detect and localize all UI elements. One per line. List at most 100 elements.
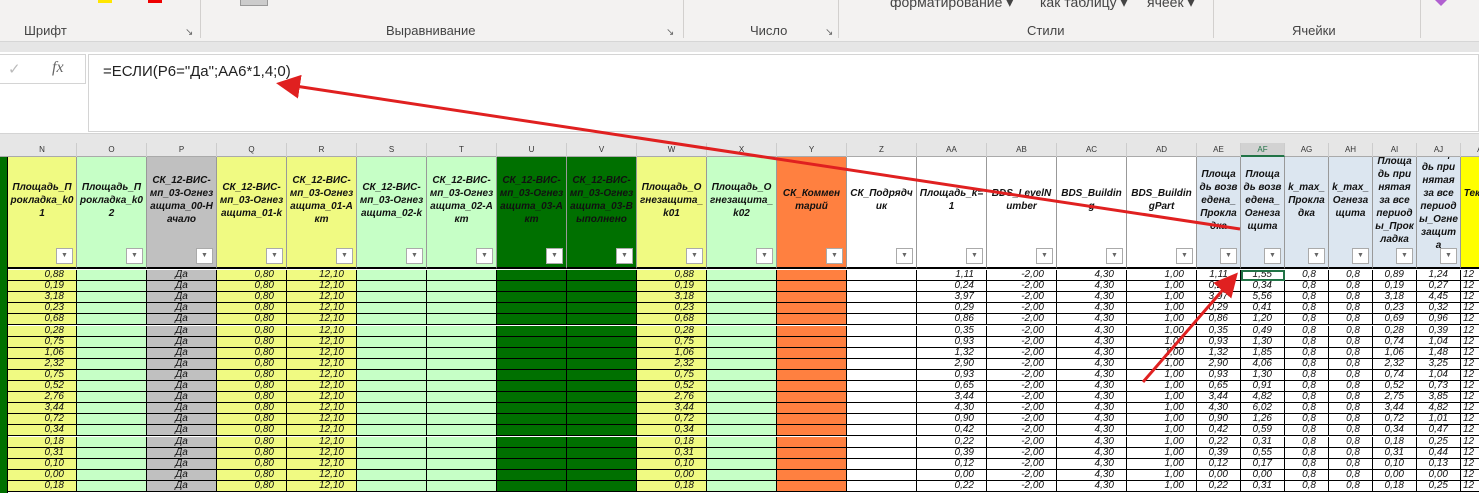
table-cell[interactable] <box>77 336 147 348</box>
table-cell[interactable]: 0,8 <box>1285 314 1329 326</box>
table-cell[interactable] <box>357 403 427 415</box>
table-cell[interactable]: -2,00 <box>987 292 1057 304</box>
table-cell[interactable]: Да <box>147 325 217 337</box>
column-m-edge[interactable] <box>0 157 8 493</box>
table-cell[interactable]: -2,00 <box>987 347 1057 359</box>
table-cell[interactable]: -2,00 <box>987 480 1057 492</box>
column-header-ad[interactable]: AD <box>1127 143 1197 157</box>
table-cell[interactable]: 0,8 <box>1285 392 1329 404</box>
table-cell[interactable]: 12 <box>1461 403 1479 415</box>
table-cell[interactable] <box>777 314 847 326</box>
table-cell[interactable] <box>77 436 147 448</box>
table-cell[interactable]: 1,00 <box>1127 303 1197 315</box>
table-cell[interactable] <box>427 303 497 315</box>
table-cell[interactable]: 12 <box>1461 358 1479 370</box>
table-cell[interactable]: -2,00 <box>987 281 1057 293</box>
table-cell[interactable]: 3,18 <box>1373 292 1417 304</box>
table-cell[interactable] <box>847 358 917 370</box>
table-cell[interactable] <box>847 325 917 337</box>
table-cell[interactable]: 1,00 <box>1127 381 1197 393</box>
table-cell[interactable]: 0,80 <box>217 447 287 459</box>
table-cell[interactable] <box>497 447 567 459</box>
table-cell[interactable]: Да <box>147 469 217 481</box>
filter-dropdown-icon[interactable]: ▼ <box>1308 248 1325 264</box>
table-cell[interactable]: 0,80 <box>217 336 287 348</box>
column-header-ag[interactable]: AG <box>1285 143 1329 157</box>
table-cell[interactable]: 1,00 <box>1127 292 1197 304</box>
checkmark-icon[interactable]: ✓ <box>8 61 21 78</box>
table-cell[interactable]: 12 <box>1461 325 1479 337</box>
table-cell[interactable]: 12,10 <box>287 369 357 381</box>
table-cell[interactable]: 3,18 <box>637 292 707 304</box>
table-cell[interactable]: 12 <box>1461 480 1479 492</box>
table-cell[interactable] <box>497 314 567 326</box>
table-cell[interactable]: 12,10 <box>287 292 357 304</box>
table-cell[interactable]: 12 <box>1461 414 1479 426</box>
table-cell[interactable]: 0,49 <box>1241 325 1285 337</box>
table-cell[interactable] <box>707 281 777 293</box>
table-cell[interactable]: 0,25 <box>1417 480 1461 492</box>
table-cell[interactable]: 4,30 <box>1057 381 1127 393</box>
filter-dropdown-icon[interactable]: ▼ <box>406 248 423 264</box>
table-cell[interactable] <box>497 292 567 304</box>
table-cell[interactable]: 0,22 <box>1197 436 1241 448</box>
table-cell[interactable]: 1,00 <box>1127 281 1197 293</box>
table-cell[interactable]: 4,30 <box>917 403 987 415</box>
filter-dropdown-icon[interactable]: ▼ <box>56 248 73 264</box>
table-cell[interactable]: Да <box>147 458 217 470</box>
table-cell[interactable]: 0,68 <box>637 314 707 326</box>
header-cell-q[interactable]: СК_12-ВИС-мп_03-Огнезащита_01-k ▼ <box>217 157 287 269</box>
table-cell[interactable]: 1,06 <box>1373 347 1417 359</box>
table-cell[interactable]: 0,93 <box>1197 369 1241 381</box>
table-cell[interactable]: 4,30 <box>1057 325 1127 337</box>
table-cell[interactable] <box>567 336 637 348</box>
table-cell[interactable] <box>357 336 427 348</box>
table-cell[interactable]: 4,30 <box>1057 392 1127 404</box>
filter-dropdown-icon[interactable]: ▼ <box>616 248 633 264</box>
table-cell[interactable] <box>497 369 567 381</box>
table-cell[interactable]: 1,00 <box>1127 358 1197 370</box>
table-cell[interactable]: 3,44 <box>917 392 987 404</box>
table-cell[interactable]: 0,10 <box>637 458 707 470</box>
table-cell[interactable]: 0,88 <box>8 270 77 282</box>
table-cell[interactable] <box>427 325 497 337</box>
table-cell[interactable]: 0,22 <box>1197 480 1241 492</box>
table-cell[interactable]: 0,31 <box>8 447 77 459</box>
column-header-ak[interactable]: AK <box>1461 143 1479 157</box>
filter-dropdown-icon[interactable]: ▼ <box>1220 248 1237 264</box>
table-cell[interactable]: 0,8 <box>1329 480 1373 492</box>
table-cell[interactable]: 0,31 <box>1241 436 1285 448</box>
table-cell[interactable] <box>707 414 777 426</box>
table-cell[interactable]: 0,18 <box>637 480 707 492</box>
table-cell[interactable] <box>357 347 427 359</box>
table-cell[interactable] <box>357 469 427 481</box>
table-cell[interactable]: 3,44 <box>637 403 707 415</box>
header-cell-p[interactable]: СК_12-ВИС-мп_03-Огнезащита_00-Начало ▼ <box>147 157 217 269</box>
table-cell[interactable]: -2,00 <box>987 369 1057 381</box>
table-cell[interactable]: 0,00 <box>1197 469 1241 481</box>
table-cell[interactable]: 2,76 <box>8 392 77 404</box>
table-cell[interactable] <box>497 303 567 315</box>
table-cell[interactable]: 0,52 <box>1373 381 1417 393</box>
table-cell[interactable]: 1,00 <box>1127 436 1197 448</box>
column-header-r[interactable]: R <box>287 143 357 157</box>
filter-dropdown-icon[interactable]: ▼ <box>1396 248 1413 264</box>
table-cell[interactable]: -2,00 <box>987 270 1057 282</box>
table-cell[interactable] <box>567 381 637 393</box>
table-cell[interactable] <box>777 347 847 359</box>
column-header-ac[interactable]: AC <box>1057 143 1127 157</box>
table-cell[interactable]: 1,00 <box>1127 414 1197 426</box>
table-cell[interactable]: 0,8 <box>1329 336 1373 348</box>
column-header-w[interactable]: W <box>637 143 707 157</box>
table-cell[interactable]: 0,19 <box>8 281 77 293</box>
table-cell[interactable]: 2,76 <box>637 392 707 404</box>
table-cell[interactable] <box>497 436 567 448</box>
table-cell[interactable] <box>567 447 637 459</box>
table-cell[interactable] <box>77 392 147 404</box>
table-cell[interactable] <box>567 270 637 282</box>
font-dialog-launcher-icon[interactable]: ↘ <box>185 27 194 38</box>
table-cell[interactable]: 0,39 <box>1197 447 1241 459</box>
table-cell[interactable] <box>777 358 847 370</box>
table-cell[interactable]: 0,34 <box>1241 281 1285 293</box>
filter-dropdown-icon[interactable]: ▼ <box>826 248 843 264</box>
